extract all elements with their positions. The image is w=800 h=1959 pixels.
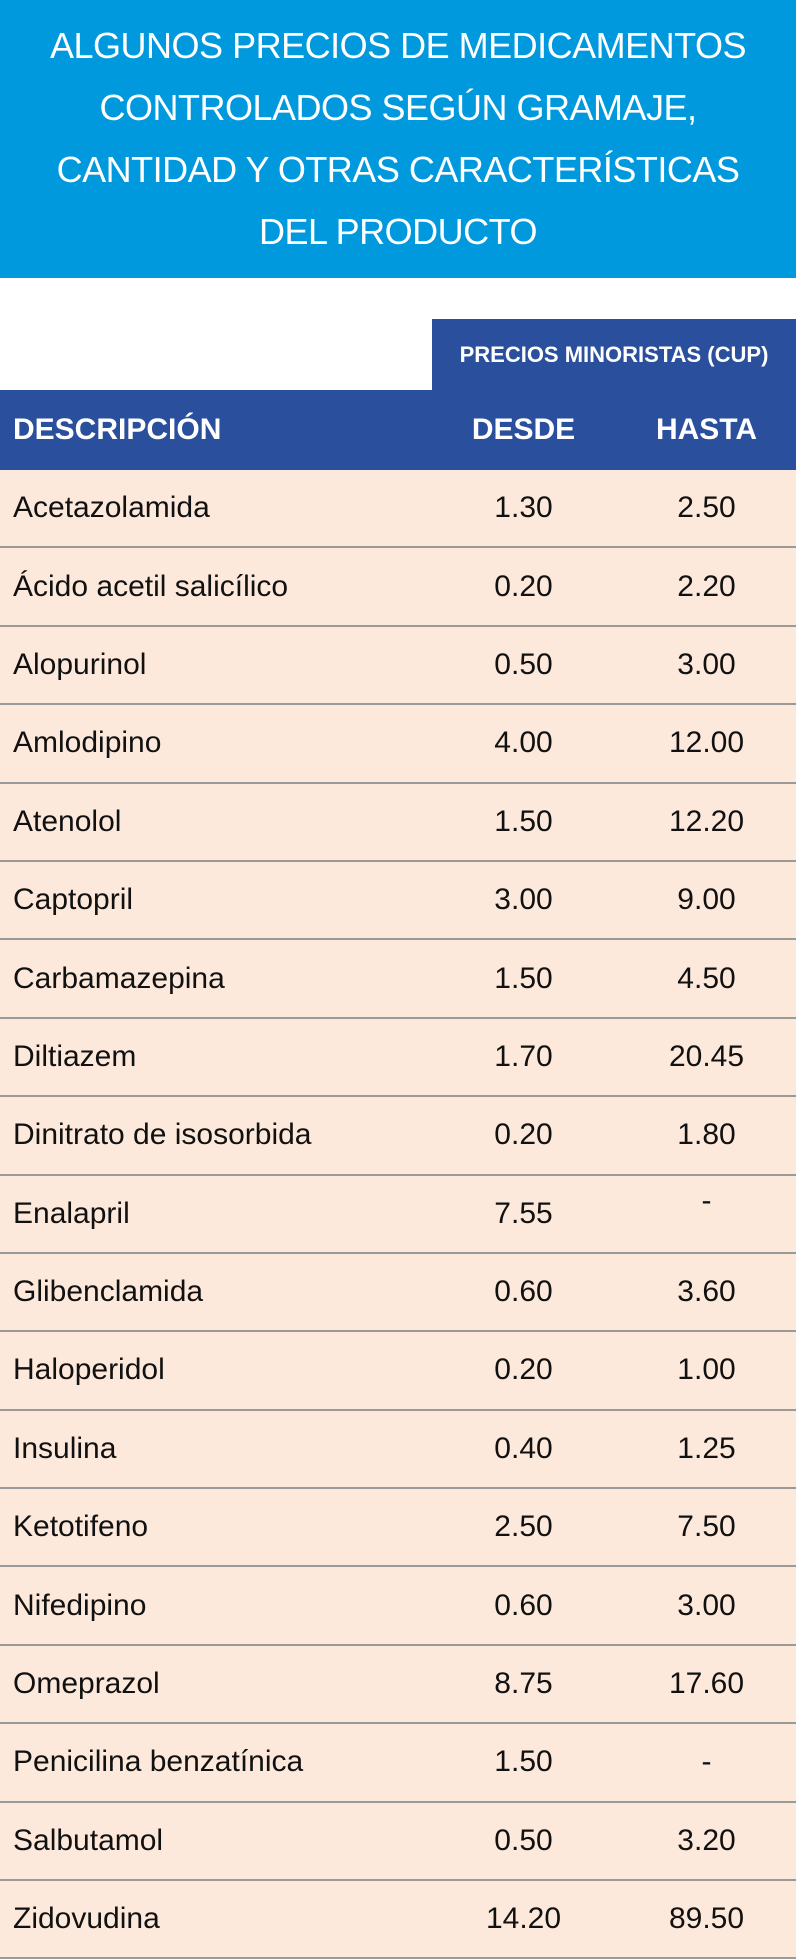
table-row: Ketotifeno 2.50 7.50 — [0, 1489, 796, 1568]
table-row: Zidovudina 14.20 89.50 — [0, 1881, 796, 1959]
price: 4.00 — [494, 726, 553, 760]
price: 12.00 — [668, 726, 745, 760]
price: 9.00 — [677, 883, 736, 917]
drug-name: Diltiazem — [13, 1039, 137, 1073]
price: 4.50 — [677, 961, 736, 995]
drug-name: Atenolol — [13, 804, 122, 838]
price: 3.00 — [494, 883, 553, 917]
drug-name: Enalapril — [13, 1196, 130, 1230]
column-header: DESCRIPCIÓN — [13, 413, 222, 446]
column-header-row: DESCRIPCIÓN DESDE HASTA — [0, 390, 796, 470]
drug-name: Alopurinol — [13, 647, 147, 681]
drug-name: Zidovudina — [13, 1902, 160, 1936]
drug-name: Captopril — [13, 883, 134, 917]
drug-name: Ketotifeno — [13, 1510, 149, 1544]
table-row: Dinitrato de isosorbida 0.20 1.80 — [0, 1097, 796, 1176]
price: 20.45 — [668, 1039, 745, 1073]
table-row: Insulina 0.40 1.25 — [0, 1410, 796, 1490]
price: 2.20 — [677, 569, 736, 603]
price: 0.40 — [494, 1431, 553, 1465]
price: - — [701, 1745, 712, 1779]
price: 1.50 — [494, 961, 553, 995]
title-line: CANTIDAD Y OTRAS CARACTERÍSTICAS — [56, 149, 740, 190]
table-row: Captopril 3.00 9.00 — [0, 861, 796, 941]
drug-name: Dinitrato de isosorbida — [13, 1118, 312, 1152]
drug-name: Ácido acetil salicílico — [13, 569, 289, 603]
column-header: DESDE — [471, 413, 576, 446]
price: 1.50 — [494, 804, 553, 838]
price: 0.50 — [494, 1823, 553, 1857]
drug-name: Insulina — [13, 1431, 117, 1465]
price: 7.50 — [677, 1510, 736, 1544]
price: 7.55 — [494, 1196, 553, 1230]
column-header: HASTA — [655, 413, 758, 446]
table-row: Enalapril 7.55 - — [0, 1175, 796, 1254]
price: 17.60 — [668, 1667, 745, 1701]
price: 1.00 — [677, 1353, 736, 1387]
price: 1.25 — [677, 1431, 736, 1465]
table-row: Salbutamol 0.50 3.20 — [0, 1802, 796, 1882]
drug-name: Glibenclamida — [13, 1275, 204, 1309]
price: 89.50 — [668, 1902, 745, 1936]
table-row: Nifedipino 0.60 3.00 — [0, 1567, 796, 1646]
table-body: Acetazolamida 1.30 2.50 Ácido acetil salicí… — [0, 470, 796, 1959]
price: 3.00 — [677, 1588, 736, 1622]
drug-name: Haloperidol — [13, 1353, 165, 1387]
drug-name: Penicilina benzatínica — [13, 1745, 304, 1779]
price: 0.60 — [494, 1275, 553, 1309]
price: 1.50 — [494, 1745, 553, 1779]
drug-name: Acetazolamida — [13, 491, 210, 525]
price: 1.80 — [677, 1118, 736, 1152]
price: 3.20 — [677, 1823, 736, 1857]
price: 14.20 — [485, 1902, 562, 1936]
title-line: CONTROLADOS SEGÚN GRAMAJE, — [99, 87, 697, 128]
drug-name: Nifedipino — [13, 1588, 147, 1622]
drug-name: Carbamazepina — [13, 961, 225, 995]
title-line: DEL PRODUCTO — [258, 211, 538, 252]
price: - — [701, 1183, 712, 1217]
price: 2.50 — [494, 1510, 553, 1544]
price: 0.50 — [494, 647, 553, 681]
price: 1.30 — [494, 491, 553, 525]
price: 3.00 — [677, 647, 736, 681]
price: 0.20 — [494, 1118, 553, 1152]
table-row: Omeprazol 8.75 17.60 — [0, 1645, 796, 1725]
table-row: Ácido acetil salicílico 0.20 2.20 — [0, 548, 796, 627]
drug-name: Amlodipino — [13, 726, 162, 760]
price: 1.70 — [494, 1039, 553, 1073]
price: 0.20 — [494, 1353, 553, 1387]
table-row: Amlodipino 4.00 12.00 — [0, 705, 796, 784]
price: 2.50 — [677, 491, 736, 525]
price: 8.75 — [494, 1667, 553, 1701]
group-header: PRECIOS MINORISTAS (CUP) — [432, 319, 796, 390]
title-banner: ALGUNOS PRECIOS DE MEDICAMENTOS CONTROLAD… — [0, 0, 796, 278]
table-row: Atenolol 1.50 12.20 — [0, 783, 796, 862]
price: 0.60 — [494, 1588, 553, 1622]
drug-name: Salbutamol — [13, 1823, 164, 1857]
title-line: ALGUNOS PRECIOS DE MEDICAMENTOS — [50, 25, 746, 66]
table-row: Penicilina benzatínica 1.50 - — [0, 1724, 796, 1803]
table-row: Acetazolamida 1.30 2.50 — [0, 470, 796, 549]
table-row: Glibenclamida 0.60 3.60 — [0, 1253, 796, 1333]
drug-name: Omeprazol — [13, 1667, 160, 1701]
table-row: Diltiazem 1.70 20.45 — [0, 1018, 796, 1098]
table-row: Carbamazepina 1.50 4.50 — [0, 940, 796, 1019]
table-row: Alopurinol 0.50 3.00 — [0, 626, 796, 706]
price: 3.60 — [677, 1275, 736, 1309]
table-row: Haloperidol 0.20 1.00 — [0, 1332, 796, 1411]
price: 12.20 — [668, 804, 745, 838]
price: 0.20 — [494, 569, 553, 603]
